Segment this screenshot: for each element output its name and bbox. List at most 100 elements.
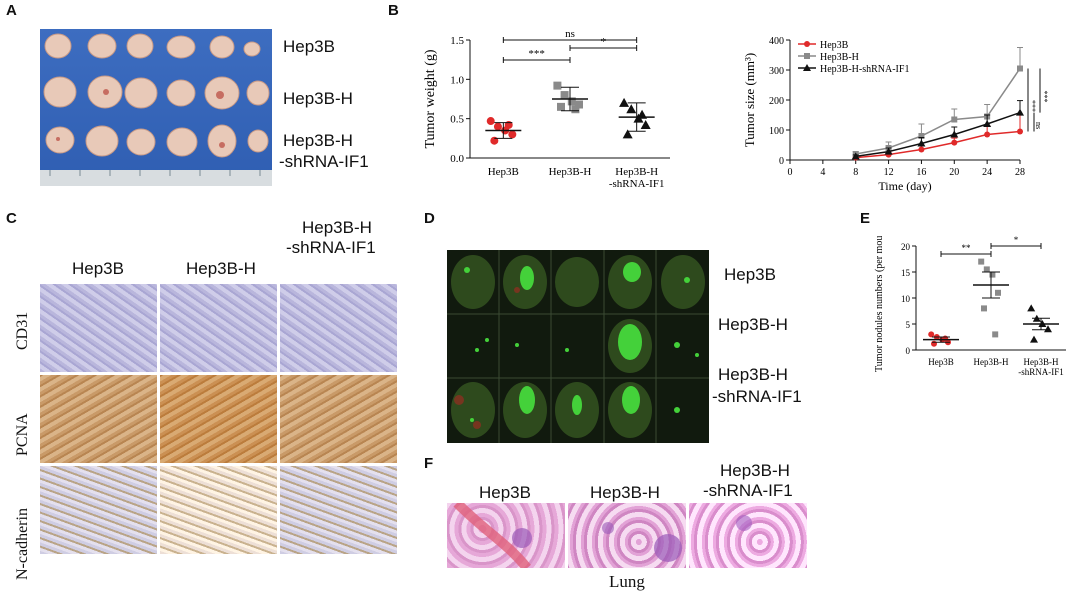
x-category-label: -shRNA-IF1: [609, 178, 665, 190]
x-axis-label: Time (day): [878, 179, 931, 193]
panel-f-caption: Lung: [609, 572, 645, 591]
data-point: [557, 102, 565, 111]
x-category-label: Hep3B-H: [615, 166, 658, 178]
panel-a-label-hep3b-h-shrna: Hep3B-H: [283, 131, 353, 150]
x-category-label: Hep3B: [488, 166, 519, 178]
data-point: [978, 258, 985, 265]
panel-c-header-shrna-suffix: -shRNA-IF1: [286, 238, 376, 257]
data-point: [1027, 304, 1036, 312]
y-tick-label: 0: [906, 346, 911, 356]
y-tick-label: 5: [906, 320, 911, 330]
y-tick-label: 10: [901, 294, 911, 304]
x-category-label: Hep3B-H: [974, 357, 1009, 367]
data-point: [918, 146, 925, 153]
data-point: [931, 340, 937, 347]
x-tick-label: 4: [820, 167, 825, 178]
data-point: [950, 130, 959, 138]
y-tick-label: 1.0: [450, 74, 464, 86]
data-point: [508, 130, 517, 139]
y-tick-label: 0.0: [450, 153, 464, 165]
panel-letter-c: C: [6, 210, 17, 227]
significance-label: ns: [565, 28, 575, 40]
x-tick-label: 16: [916, 167, 926, 178]
significance-label: *: [1014, 236, 1019, 245]
data-point: [1030, 335, 1038, 343]
legend-marker: [804, 53, 810, 59]
legend-label: Hep3B-H-shRNA-IF1: [820, 64, 909, 75]
data-point: [622, 129, 633, 139]
panel-c-header-hep3b-h-shrna: Hep3B-H: [302, 218, 372, 237]
data-point: [984, 131, 991, 138]
y-tick-label: 0: [779, 156, 784, 167]
tumor-weight-chart: 0.0 0.5 1.0 1.5 Tumor weight (g) Hep3B Hep3B-H…: [423, 28, 670, 190]
x-category-label: Hep3B-H: [1024, 357, 1059, 367]
x-tick-label: 8: [853, 167, 858, 178]
data-point: [992, 331, 999, 338]
data-point: [1044, 325, 1052, 333]
data-point: [553, 81, 562, 90]
panel-letter-b: B: [388, 2, 399, 19]
data-point: [1017, 128, 1023, 135]
panel-letter-d: D: [424, 210, 435, 227]
y-axis-label: Tumor size (mm³): [742, 53, 757, 147]
y-tick-label: 400: [769, 36, 784, 47]
panel-letter-f: F: [424, 455, 434, 472]
significance-label: ns: [1034, 122, 1043, 129]
x-category-label: Hep3B-H: [549, 166, 592, 178]
ihc-cd31-hep3b-h: [160, 284, 277, 372]
panel-d-label-hep3b-h-shrna: Hep3B-H: [718, 365, 788, 384]
y-tick-label: 0.5: [450, 114, 464, 126]
y-tick-label: 15: [901, 268, 911, 278]
he-lung-shrna: [689, 503, 807, 568]
ihc-cd31-shrna: [280, 284, 397, 372]
ihc-ncad-shrna: [280, 466, 397, 554]
ihc-pcna-shrna: [280, 375, 397, 463]
data-point: [493, 122, 502, 131]
panel-f-header-shrna-suffix: -shRNA-IF1: [703, 481, 793, 500]
ihc-pcna-hep3b: [40, 375, 157, 463]
series-line: [855, 68, 1021, 155]
panel-c-header-hep3b: Hep3B: [72, 259, 124, 278]
data-point: [486, 117, 495, 126]
significance-label: *: [601, 36, 607, 48]
data-point: [942, 335, 949, 342]
panel-f-header-hep3b-h-shrna: Hep3B-H: [720, 461, 790, 480]
y-tick-label: 200: [769, 96, 784, 107]
x-tick-label: 12: [884, 167, 894, 178]
data-point: [1016, 108, 1024, 116]
panel-f-header-hep3b-h: Hep3B-H: [590, 483, 660, 502]
panel-c-header-hep3b-h: Hep3B-H: [186, 259, 256, 278]
data-point: [981, 305, 987, 312]
data-point: [989, 271, 996, 278]
data-point: [571, 105, 580, 114]
data-point: [560, 91, 569, 100]
y-axis-label: Tumor nodules numbers (per mouse): [874, 236, 885, 372]
significance-label: **: [962, 243, 972, 253]
lung-fluorescence-grid: [447, 250, 709, 443]
x-tick-label: 0: [788, 167, 793, 178]
series-line: [855, 111, 1021, 158]
lung-fluorescence-drawing: [447, 250, 709, 443]
panel-a-label-hep3b: Hep3B: [283, 37, 335, 56]
x-category-label: -shRNA-IF1: [1018, 367, 1064, 377]
y-tick-label: 300: [769, 66, 784, 77]
x-category-label: Hep3B: [928, 357, 954, 367]
ihc-cd31-hep3b: [40, 284, 157, 372]
he-lung-hep3b-h: [568, 503, 686, 568]
y-tick-label: 1.5: [450, 35, 464, 47]
tumor-size-chart: 0 4 8 12 16 20 24 28 0 100 200 300 400 Time (day) Tumo…: [742, 36, 1049, 193]
panel-d-label-hep3b-h: Hep3B-H: [718, 315, 788, 334]
significance-label: ***: [528, 48, 545, 60]
legend-marker: [803, 64, 811, 71]
data-point: [619, 97, 630, 107]
y-tick-label: 100: [769, 126, 784, 137]
significance-label: ***: [1040, 91, 1049, 103]
data-point: [626, 104, 637, 114]
data-point: [928, 331, 935, 338]
nodules-chart: 0 5 10 15 20 Tumor nodules numbers (per mouse…: [874, 236, 1066, 377]
data-point: [918, 133, 925, 139]
legend-marker: [804, 41, 810, 47]
legend-label: Hep3B-H: [820, 52, 859, 63]
data-point: [567, 97, 576, 106]
legend-label: Hep3B: [820, 40, 849, 51]
